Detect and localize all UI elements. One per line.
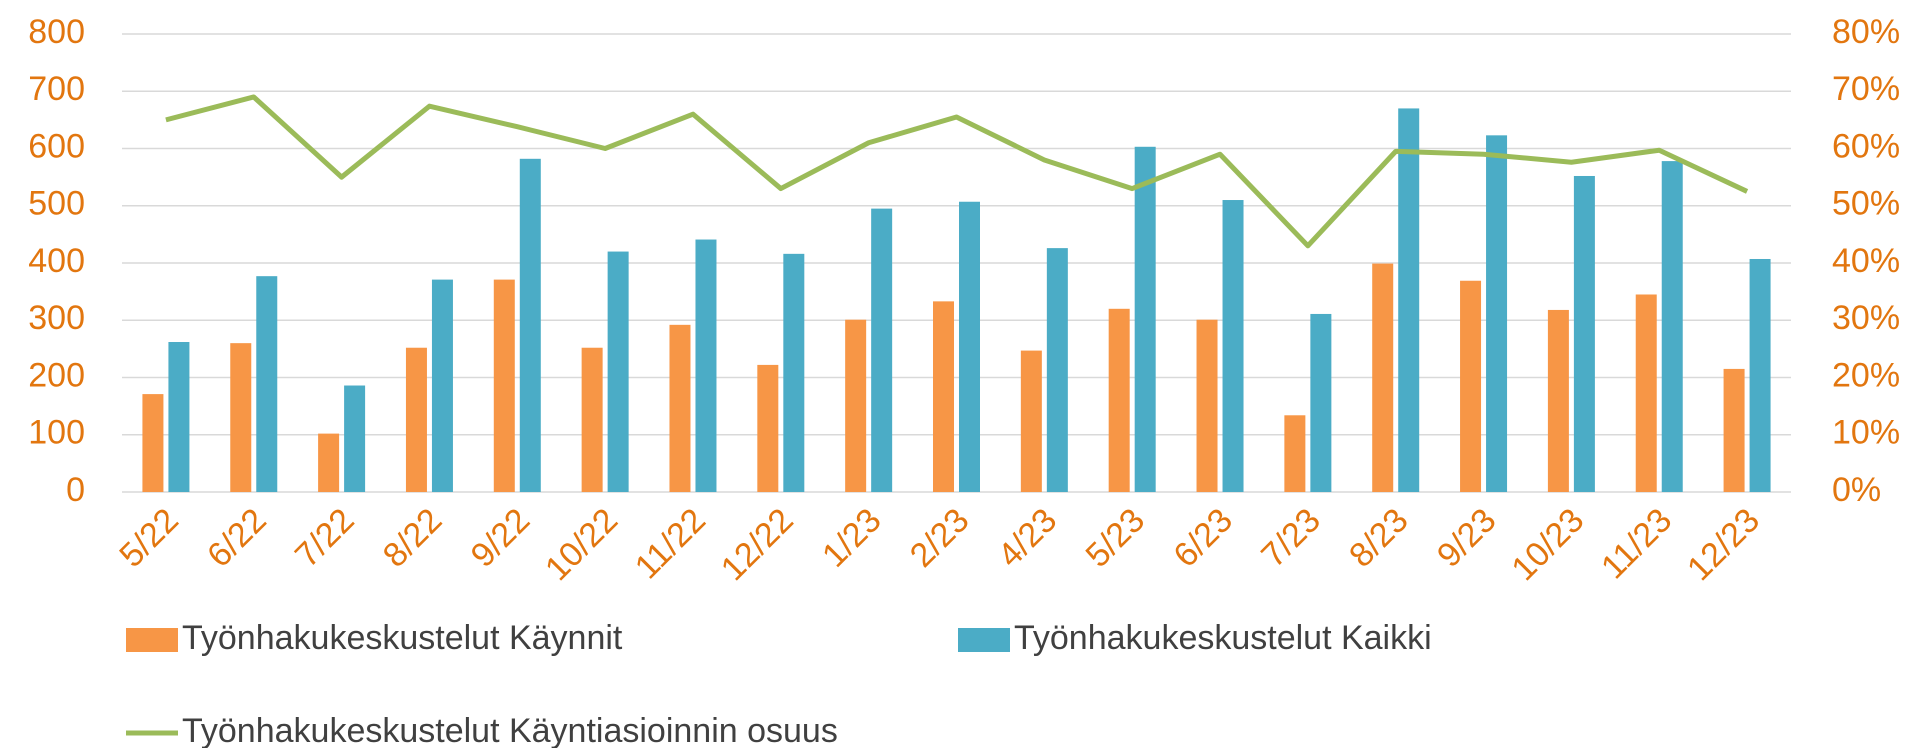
bar bbox=[493, 279, 515, 492]
x-tick-label: 11/23 bbox=[1594, 501, 1679, 586]
y2-tick-label: 80% bbox=[1832, 13, 1900, 51]
y-tick-label: 400 bbox=[28, 242, 85, 280]
y2-tick-label: 70% bbox=[1832, 70, 1900, 108]
x-tick-label: 5/23 bbox=[1079, 501, 1153, 575]
bar bbox=[1723, 368, 1745, 492]
bar bbox=[1020, 350, 1042, 492]
y-tick-label: 800 bbox=[28, 13, 85, 51]
bar bbox=[1749, 258, 1771, 492]
x-tick-label: 4/23 bbox=[991, 501, 1065, 575]
x-tick-label: 11/22 bbox=[628, 501, 713, 586]
bar bbox=[142, 394, 164, 492]
bar bbox=[256, 276, 278, 492]
bar bbox=[607, 251, 629, 492]
x-tick-label: 10/23 bbox=[1504, 501, 1591, 588]
bar bbox=[669, 324, 691, 492]
bar bbox=[695, 239, 717, 492]
legend-swatch bbox=[126, 628, 178, 652]
bar bbox=[871, 208, 893, 493]
x-tick-label: 10/22 bbox=[538, 501, 625, 588]
legend-label: Työnhakukeskustelut Käynnit bbox=[182, 619, 623, 657]
y-tick-label: 200 bbox=[28, 356, 85, 394]
bar bbox=[1661, 161, 1683, 492]
x-tick-label: 1/23 bbox=[815, 501, 889, 575]
x-tick-label: 6/23 bbox=[1166, 501, 1240, 575]
bar bbox=[1196, 319, 1218, 492]
x-tick-label: 12/22 bbox=[714, 501, 801, 588]
bar bbox=[933, 301, 954, 492]
bar bbox=[318, 433, 340, 492]
legend-label: Työnhakukeskustelut Käyntiasioinnin osuu… bbox=[182, 712, 838, 748]
x-tick-label: 9/22 bbox=[464, 501, 538, 575]
y-tick-label: 600 bbox=[28, 127, 85, 165]
bar bbox=[1573, 175, 1595, 493]
y2-tick-label: 30% bbox=[1832, 299, 1900, 337]
legend-swatch bbox=[958, 628, 1010, 652]
bar bbox=[519, 158, 541, 492]
bar bbox=[1372, 263, 1394, 492]
x-tick-label: 6/22 bbox=[200, 501, 274, 575]
y-tick-label: 300 bbox=[28, 299, 85, 337]
x-tick-label: 7/22 bbox=[288, 501, 362, 575]
bar bbox=[581, 347, 603, 492]
x-tick-label: 7/23 bbox=[1254, 501, 1328, 575]
y2-tick-label: 60% bbox=[1832, 127, 1900, 165]
x-tick-label: 8/22 bbox=[376, 501, 450, 575]
x-tick-label: 8/23 bbox=[1342, 501, 1416, 575]
x-tick-label: 9/23 bbox=[1430, 501, 1504, 575]
bar bbox=[845, 319, 867, 492]
bar bbox=[1108, 308, 1130, 492]
bar bbox=[344, 385, 366, 492]
bar bbox=[168, 342, 190, 492]
x-tick-label: 2/23 bbox=[903, 501, 977, 575]
bar bbox=[405, 347, 427, 492]
bar bbox=[1635, 294, 1657, 492]
bar bbox=[1460, 280, 1482, 492]
bar bbox=[757, 364, 779, 492]
bar bbox=[1310, 313, 1332, 492]
y2-tick-label: 20% bbox=[1832, 356, 1900, 394]
x-tick-label: 5/22 bbox=[112, 501, 186, 575]
line bbox=[165, 94, 1749, 249]
x-tick-label: 12/23 bbox=[1680, 501, 1767, 588]
legend-label: Työnhakukeskustelut Kaikki bbox=[1014, 619, 1432, 657]
bar bbox=[431, 279, 453, 492]
bar bbox=[1547, 309, 1569, 492]
y2-tick-label: 40% bbox=[1832, 242, 1900, 280]
y2-tick-label: 50% bbox=[1832, 185, 1900, 223]
bar bbox=[783, 253, 805, 492]
bar bbox=[230, 343, 252, 492]
y-tick-label: 0 bbox=[66, 471, 85, 509]
y-tick-label: 500 bbox=[28, 185, 85, 223]
bar bbox=[1284, 415, 1306, 492]
y-tick-label: 100 bbox=[28, 414, 85, 452]
bar bbox=[1222, 200, 1244, 492]
bar bbox=[1046, 248, 1068, 492]
bar bbox=[959, 201, 980, 492]
y-tick-label: 700 bbox=[28, 70, 85, 108]
bar bbox=[1134, 146, 1156, 492]
y2-tick-label: 0% bbox=[1832, 471, 1881, 509]
y2-tick-label: 10% bbox=[1832, 414, 1900, 452]
bar bbox=[1486, 135, 1508, 492]
bar bbox=[1398, 108, 1420, 493]
